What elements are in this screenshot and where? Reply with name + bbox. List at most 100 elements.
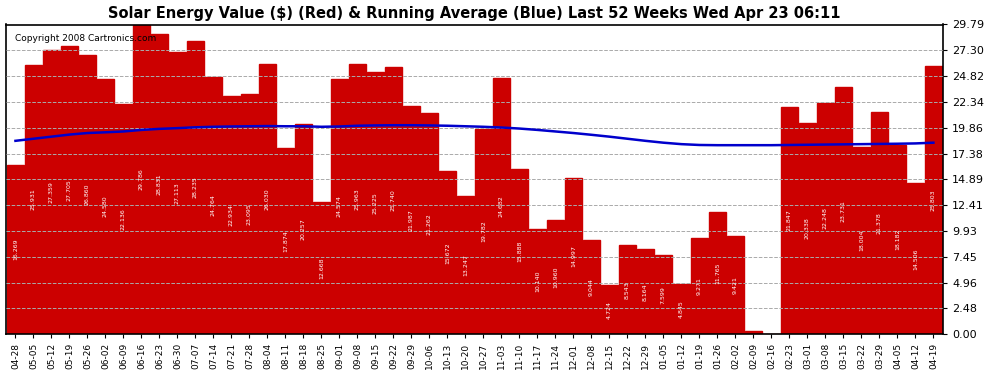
Text: 12.668: 12.668 bbox=[319, 258, 324, 279]
Text: 27.705: 27.705 bbox=[67, 179, 72, 201]
Bar bbox=[151, 34, 167, 334]
Bar bbox=[259, 64, 276, 334]
Bar bbox=[440, 171, 455, 334]
Bar bbox=[475, 129, 492, 334]
Text: 22.934: 22.934 bbox=[229, 204, 234, 226]
Text: 25.931: 25.931 bbox=[31, 189, 36, 210]
Text: 24.682: 24.682 bbox=[499, 195, 504, 217]
Bar bbox=[638, 249, 653, 334]
Text: 16.269: 16.269 bbox=[13, 239, 18, 260]
Bar bbox=[817, 103, 834, 334]
Text: 24.574: 24.574 bbox=[337, 195, 342, 217]
Text: 22.248: 22.248 bbox=[823, 208, 828, 230]
Text: 25.963: 25.963 bbox=[355, 188, 360, 210]
Text: 28.831: 28.831 bbox=[157, 174, 162, 195]
Bar bbox=[836, 87, 851, 334]
Bar bbox=[853, 147, 869, 334]
Bar bbox=[745, 331, 761, 334]
Text: 4.724: 4.724 bbox=[607, 301, 612, 319]
Bar bbox=[781, 107, 798, 334]
Text: 8.543: 8.543 bbox=[625, 281, 630, 298]
Bar bbox=[691, 238, 708, 334]
Text: 26.860: 26.860 bbox=[85, 184, 90, 205]
Text: 15.888: 15.888 bbox=[517, 241, 522, 262]
Text: 9.044: 9.044 bbox=[589, 278, 594, 296]
Bar bbox=[367, 72, 384, 334]
Bar bbox=[601, 285, 618, 334]
Text: 22.136: 22.136 bbox=[121, 208, 126, 230]
Bar bbox=[799, 123, 816, 334]
Text: 13.247: 13.247 bbox=[463, 254, 468, 276]
Bar bbox=[331, 79, 347, 334]
Bar bbox=[889, 145, 906, 334]
Text: 7.599: 7.599 bbox=[661, 286, 666, 304]
Bar bbox=[25, 64, 42, 334]
Bar bbox=[7, 165, 24, 334]
Text: 15.672: 15.672 bbox=[445, 242, 449, 264]
Bar bbox=[97, 79, 114, 334]
Text: 18.182: 18.182 bbox=[895, 229, 900, 251]
Bar bbox=[187, 40, 204, 334]
Bar bbox=[457, 196, 473, 334]
Text: 17.874: 17.874 bbox=[283, 230, 288, 252]
Bar bbox=[134, 24, 149, 334]
Text: 4.845: 4.845 bbox=[679, 300, 684, 318]
Bar bbox=[349, 64, 365, 334]
Text: 20.338: 20.338 bbox=[805, 217, 810, 239]
Bar bbox=[223, 96, 240, 334]
Text: 25.803: 25.803 bbox=[931, 189, 936, 211]
Text: 23.095: 23.095 bbox=[247, 203, 251, 225]
Text: 23.731: 23.731 bbox=[841, 200, 845, 222]
Bar bbox=[385, 67, 402, 334]
Text: 10.140: 10.140 bbox=[535, 271, 540, 292]
Title: Solar Energy Value ($) (Red) & Running Average (Blue) Last 52 Weeks Wed Apr 23 0: Solar Energy Value ($) (Red) & Running A… bbox=[108, 6, 841, 21]
Text: 18.004: 18.004 bbox=[859, 230, 864, 251]
Text: 29.786: 29.786 bbox=[139, 168, 144, 190]
Text: 27.113: 27.113 bbox=[175, 182, 180, 204]
Text: 14.997: 14.997 bbox=[571, 245, 576, 267]
Bar bbox=[565, 178, 582, 334]
Text: 27.359: 27.359 bbox=[49, 181, 53, 203]
Bar bbox=[511, 169, 528, 334]
Bar bbox=[709, 212, 726, 334]
Text: 20.257: 20.257 bbox=[301, 218, 306, 240]
Text: 24.580: 24.580 bbox=[103, 196, 108, 217]
Text: 9.421: 9.421 bbox=[733, 276, 738, 294]
Text: 10.960: 10.960 bbox=[553, 267, 558, 288]
Text: 25.225: 25.225 bbox=[373, 192, 378, 214]
Bar bbox=[619, 245, 636, 334]
Bar bbox=[547, 220, 563, 334]
Bar bbox=[493, 78, 510, 334]
Bar bbox=[277, 148, 294, 334]
Text: 21.378: 21.378 bbox=[877, 212, 882, 234]
Bar bbox=[295, 124, 312, 334]
Bar bbox=[205, 77, 222, 334]
Bar bbox=[115, 104, 132, 334]
Text: Copyright 2008 Cartronics.com: Copyright 2008 Cartronics.com bbox=[15, 34, 156, 43]
Bar bbox=[169, 53, 186, 334]
Bar bbox=[79, 55, 96, 334]
Bar bbox=[907, 183, 924, 334]
Bar bbox=[655, 255, 671, 334]
Text: 21.262: 21.262 bbox=[427, 213, 432, 234]
Bar bbox=[529, 229, 545, 334]
Bar bbox=[61, 46, 78, 334]
Text: 24.764: 24.764 bbox=[211, 195, 216, 216]
Text: 21.987: 21.987 bbox=[409, 209, 414, 231]
Bar bbox=[583, 240, 600, 334]
Text: 21.847: 21.847 bbox=[787, 210, 792, 231]
Bar bbox=[44, 50, 59, 334]
Text: 8.164: 8.164 bbox=[643, 283, 647, 300]
Bar bbox=[421, 113, 438, 334]
Bar bbox=[673, 284, 690, 334]
Text: 14.506: 14.506 bbox=[913, 248, 918, 270]
Bar bbox=[727, 236, 743, 334]
Text: 9.271: 9.271 bbox=[697, 277, 702, 295]
Text: 25.740: 25.740 bbox=[391, 189, 396, 211]
Text: 11.765: 11.765 bbox=[715, 262, 720, 284]
Text: 19.782: 19.782 bbox=[481, 220, 486, 242]
Bar bbox=[313, 202, 330, 334]
Bar bbox=[925, 66, 941, 334]
Bar bbox=[871, 112, 888, 334]
Text: 28.235: 28.235 bbox=[193, 177, 198, 198]
